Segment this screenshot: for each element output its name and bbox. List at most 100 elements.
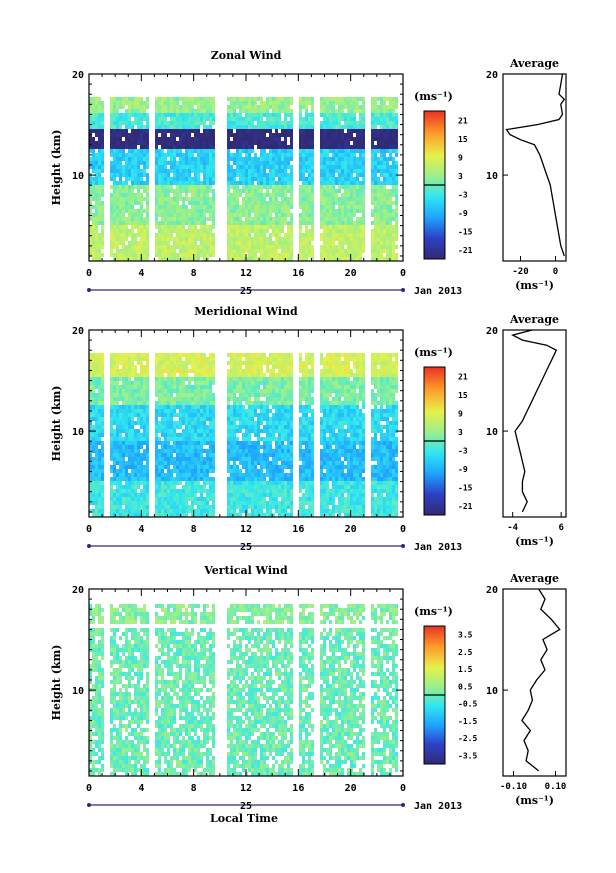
heatmap-cell — [125, 113, 128, 117]
heatmap-cell — [113, 473, 116, 477]
heatmap-cell — [101, 505, 104, 509]
heatmap-cell — [158, 365, 161, 369]
heatmap-cell — [146, 141, 149, 145]
heatmap-cell — [164, 413, 167, 417]
heatmap-cell — [230, 185, 233, 189]
heatmap-cell — [326, 201, 329, 205]
heatmap-cell — [269, 173, 272, 177]
heatmap-cell — [122, 245, 125, 249]
heatmap-cell — [236, 137, 239, 141]
heatmap-cell — [131, 441, 134, 445]
heatmap-cell — [320, 129, 323, 133]
heatmap-cell — [185, 409, 188, 413]
heatmap-cell — [101, 233, 104, 237]
heatmap-cell — [347, 117, 350, 121]
heatmap-cell — [233, 257, 236, 261]
heatmap-cell — [113, 177, 116, 181]
heatmap-cell — [113, 201, 116, 205]
heatmap-cell — [236, 133, 239, 137]
heatmap-cell — [332, 249, 335, 253]
heatmap-cell — [377, 129, 380, 133]
heatmap-cell — [134, 137, 137, 141]
heatmap-cell — [170, 417, 173, 421]
heatmap-cell — [128, 413, 131, 417]
heatmap-cell — [242, 201, 245, 205]
heatmap-cell — [206, 417, 209, 421]
heatmap-cell — [134, 505, 137, 509]
heatmap-cell — [230, 253, 233, 257]
heatmap-cell — [239, 237, 242, 241]
heatmap-cell — [140, 437, 143, 441]
heatmap-cell — [272, 141, 275, 145]
heatmap-cell — [182, 109, 185, 113]
heatmap-cell — [182, 465, 185, 469]
heatmap-cell — [191, 257, 194, 261]
heatmap-cell — [245, 197, 248, 201]
heatmap-cell — [194, 417, 197, 421]
heatmap-cell — [140, 209, 143, 213]
heatmap-cell — [110, 213, 113, 217]
heatmap-cell — [89, 181, 92, 185]
heatmap-cell — [329, 241, 332, 245]
heatmap-cell — [362, 185, 365, 189]
heatmap-cell — [200, 229, 203, 233]
heatmap-cell — [248, 205, 251, 209]
heatmap-cell — [122, 225, 125, 229]
heatmap-cell — [143, 353, 146, 357]
heatmap-cell — [245, 181, 248, 185]
heatmap-cell — [323, 181, 326, 185]
heatmap-cell — [182, 377, 185, 381]
heatmap-cell — [326, 253, 329, 257]
heatmap-cell — [137, 153, 140, 157]
heatmap-cell — [185, 141, 188, 145]
heatmap-cell — [176, 441, 179, 445]
heatmap-cell — [347, 177, 350, 181]
heatmap-cell — [362, 237, 365, 241]
heatmap-cell — [266, 121, 269, 125]
heatmap-cell — [278, 153, 281, 157]
heatmap-cell — [116, 401, 119, 405]
heatmap-cell — [389, 165, 392, 169]
heatmap-cell — [353, 105, 356, 109]
heatmap-cell — [185, 421, 188, 425]
heatmap-cell — [209, 153, 212, 157]
heatmap-cell — [389, 157, 392, 161]
day-label: 25 — [240, 286, 252, 297]
heatmap-cell — [362, 129, 365, 133]
heatmap-cell — [242, 149, 245, 153]
heatmap-cell — [191, 409, 194, 413]
heatmap-cell — [251, 253, 254, 257]
heatmap-cell — [194, 485, 197, 489]
heatmap-cell — [269, 257, 272, 261]
heatmap-cell — [200, 357, 203, 361]
heatmap-cell — [179, 161, 182, 165]
heatmap-cell — [266, 253, 269, 257]
heatmap-cell — [101, 169, 104, 173]
heatmap-cell — [176, 185, 179, 189]
heatmap-cell — [203, 189, 206, 193]
heatmap-cell — [200, 425, 203, 429]
heatmap-cell — [383, 161, 386, 165]
heatmap-cell — [311, 149, 314, 153]
heatmap-cell — [89, 445, 92, 449]
heatmap-cell — [92, 221, 95, 225]
heatmap-cell — [242, 129, 245, 133]
heatmap-cell — [311, 137, 314, 141]
heatmap-cell — [269, 209, 272, 213]
heatmap-cell — [227, 241, 230, 245]
heatmap-cell — [338, 157, 341, 161]
heatmap-cell — [158, 153, 161, 157]
heatmap-cell — [311, 209, 314, 213]
heatmap-cell — [116, 245, 119, 249]
heatmap-cell — [113, 377, 116, 381]
heatmap-cell — [155, 97, 158, 101]
heatmap-cell — [383, 241, 386, 245]
heatmap-cell — [137, 217, 140, 221]
heatmap-cell — [227, 189, 230, 193]
heatmap-cell — [194, 113, 197, 117]
heatmap-cell — [263, 109, 266, 113]
heatmap-cell — [353, 145, 356, 149]
heatmap-cell — [383, 169, 386, 173]
heatmap-cell — [155, 413, 158, 417]
heatmap-cell — [137, 101, 140, 105]
